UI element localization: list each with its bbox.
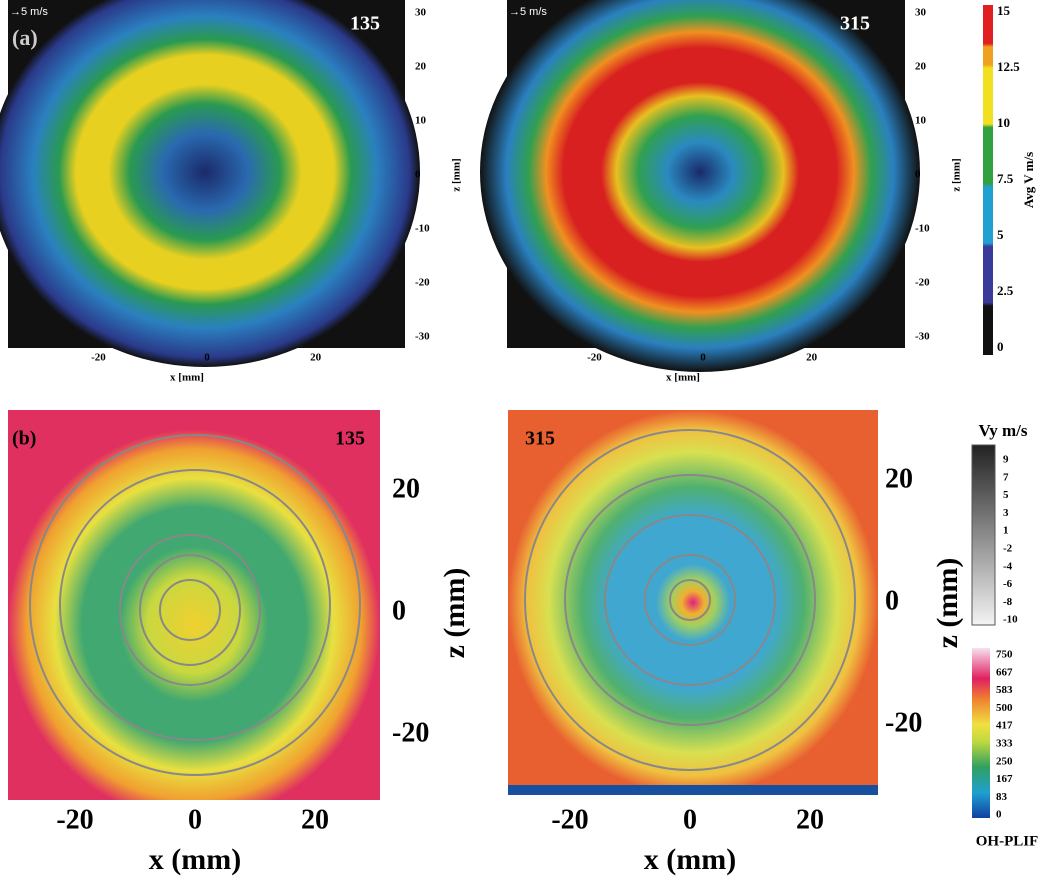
image-a2 — [480, 0, 920, 372]
z-tick-label: 30 — [415, 7, 427, 19]
colorbar-tick-label: 3 — [1003, 507, 1009, 519]
z-tick-label: -30 — [915, 331, 930, 343]
colorbar-tick-label: 0 — [996, 809, 1002, 821]
colorbar-v — [983, 5, 993, 355]
colorbar-tick-label: 5 — [997, 227, 1004, 242]
frame-label: 315 — [525, 428, 555, 450]
colorbar-tick-label: 7 — [1003, 471, 1009, 483]
z-axis-label: z (mm) — [931, 558, 964, 649]
image-b1 — [8, 410, 380, 800]
z-axis-label: z [mm] — [951, 158, 963, 191]
colorbar-tick-label: 9 — [1003, 454, 1009, 466]
z-tick-label: -10 — [415, 223, 430, 235]
z-tick-label: -10 — [915, 223, 930, 235]
x-axis-label: x [mm] — [170, 372, 204, 384]
z-tick-label: -20 — [415, 277, 430, 289]
x-tick-label: 0 — [683, 804, 697, 835]
frame-label: 135 — [350, 13, 380, 35]
colorbar-label: OH-PLIF — [976, 833, 1039, 849]
z-tick-label: -20 — [915, 277, 930, 289]
x-tick-label: 20 — [806, 352, 818, 364]
colorbar-tick-label: 500 — [996, 702, 1013, 714]
z-tick-label: -20 — [885, 707, 922, 738]
colorbar-tick-label: -2 — [1003, 543, 1013, 555]
x-tick-label: 0 — [188, 804, 202, 835]
x-tick-label: -20 — [91, 352, 106, 364]
colorbar-tick-label: -6 — [1003, 578, 1013, 590]
colorbar-tick-label: 667 — [996, 666, 1013, 678]
colorbar-tick-label: -10 — [1003, 614, 1018, 626]
colorbar-oh — [972, 648, 990, 818]
panel-label: (b) — [12, 428, 36, 450]
colorbar-label: Vy m/s — [979, 421, 1028, 440]
z-axis-label: z (mm) — [438, 568, 471, 659]
colorbar-tick-label: 583 — [996, 684, 1013, 696]
colorbar-tick-label: 12.5 — [997, 59, 1020, 74]
colorbar-tick-label: -8 — [1003, 596, 1013, 608]
z-tick-label: 0 — [915, 169, 921, 181]
colorbar-tick-label: 0 — [997, 339, 1004, 354]
colorbar-vy — [971, 444, 996, 626]
scale-label: →5 m/s — [10, 6, 48, 18]
x-tick-label: 0 — [700, 352, 706, 364]
x-tick-label: -20 — [551, 804, 588, 835]
panel-label: (a) — [12, 25, 38, 50]
colorbar-tick-label: 750 — [996, 649, 1013, 661]
colorbar-tick-label: 333 — [996, 738, 1013, 750]
scale-label: →5 m/s — [509, 6, 547, 18]
z-tick-label: 0 — [392, 595, 406, 626]
colorbar-tick-label: 10 — [997, 115, 1010, 130]
z-tick-label: 30 — [915, 7, 927, 19]
colorbar-label: Avg V m/s — [1021, 152, 1036, 208]
colorbar-tick-label: 2.5 — [997, 283, 1014, 298]
frame-label: 135 — [335, 428, 365, 450]
colorbar-tick-label: 7.5 — [997, 171, 1014, 186]
colorbar-tick-label: 167 — [996, 773, 1013, 785]
colorbar-tick-label: 417 — [996, 720, 1013, 732]
z-tick-label: -30 — [415, 331, 430, 343]
z-axis-label: z [mm] — [451, 158, 463, 191]
z-tick-label: 0 — [885, 585, 899, 616]
colorbar-tick-label: 250 — [996, 755, 1013, 767]
z-tick-label: 20 — [915, 61, 927, 73]
z-tick-label: 20 — [415, 61, 427, 73]
colorbar-tick-label: 15 — [997, 3, 1011, 18]
colorbar-tick-label: 1 — [1003, 525, 1009, 537]
x-axis-label: x (mm) — [644, 843, 736, 876]
x-tick-label: 20 — [796, 804, 824, 835]
image-a1 — [0, 0, 420, 367]
z-tick-label: 10 — [415, 115, 427, 127]
z-tick-label: 0 — [415, 169, 421, 181]
image-b2 — [508, 410, 878, 795]
z-tick-label: 20 — [885, 463, 913, 494]
x-tick-label: 20 — [301, 804, 329, 835]
x-tick-label: -20 — [56, 804, 93, 835]
colorbar-tick-label: -4 — [1003, 560, 1013, 572]
x-tick-label: 0 — [204, 352, 210, 364]
colorbar-tick-label: 5 — [1003, 489, 1009, 501]
x-tick-label: -20 — [587, 352, 602, 364]
frame-label: 315 — [840, 13, 870, 35]
x-tick-label: 20 — [310, 352, 322, 364]
z-tick-label: 20 — [392, 473, 420, 504]
x-axis-label: x [mm] — [666, 372, 700, 384]
z-tick-label: -20 — [392, 717, 429, 748]
colorbar-tick-label: 83 — [996, 791, 1008, 803]
z-tick-label: 10 — [915, 115, 927, 127]
x-axis-label: x (mm) — [149, 843, 241, 876]
